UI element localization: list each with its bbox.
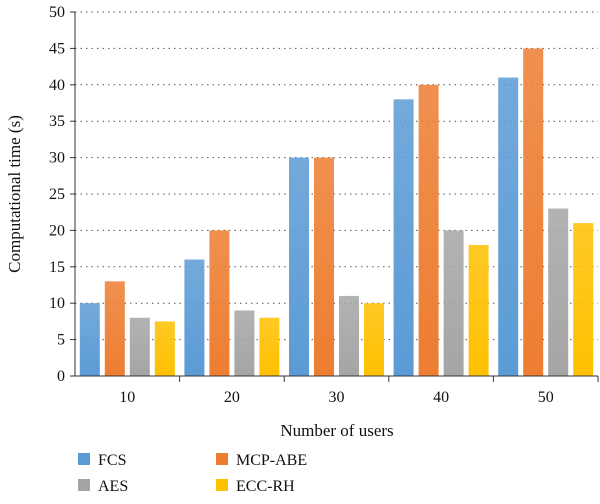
y-tick-label: 40 bbox=[49, 77, 65, 94]
legend-label: FCS bbox=[98, 452, 126, 469]
legend: FCS MCP-ABE AES ECC-RH bbox=[78, 452, 307, 495]
bar-ecc-rh-40 bbox=[468, 244, 489, 376]
bar-fcs-50 bbox=[498, 77, 519, 377]
x-tick-labels: 10 20 30 40 50 bbox=[119, 389, 553, 406]
legend-label: MCP-ABE bbox=[236, 452, 307, 469]
x-tick-label: 10 bbox=[119, 389, 135, 406]
y-tick-label: 50 bbox=[49, 4, 65, 21]
y-tick-label: 20 bbox=[49, 222, 65, 239]
legend-swatch bbox=[216, 453, 228, 465]
bar-aes-10 bbox=[129, 317, 150, 376]
y-tick-label: 30 bbox=[49, 150, 65, 167]
bar-ecc-rh-20 bbox=[259, 317, 280, 376]
legend-label: AES bbox=[98, 478, 128, 495]
legend-item-ecc-rh: ECC-RH bbox=[216, 478, 295, 495]
bars bbox=[79, 48, 594, 377]
y-tick-label: 5 bbox=[57, 332, 65, 349]
bar-aes-40 bbox=[443, 230, 464, 376]
bar-fcs-30 bbox=[289, 157, 309, 376]
bar-aes-50 bbox=[548, 208, 569, 376]
bar-fcs-10 bbox=[79, 303, 100, 376]
x-tick-label: 40 bbox=[433, 389, 449, 406]
x-tick-label: 30 bbox=[329, 389, 345, 406]
bar-mcp-abe-40 bbox=[418, 84, 439, 377]
legend-swatch bbox=[78, 479, 90, 491]
legend-swatch bbox=[78, 453, 90, 465]
y-tick-labels: 0 5 10 15 20 25 30 35 40 45 50 bbox=[49, 4, 65, 385]
y-tick-label: 45 bbox=[49, 40, 65, 57]
gridlines bbox=[75, 11, 598, 341]
bar-fcs-20 bbox=[184, 259, 205, 376]
bar-mcp-abe-10 bbox=[104, 281, 125, 376]
bar-ecc-rh-50 bbox=[573, 223, 594, 376]
bar-ecc-rh-10 bbox=[154, 321, 175, 376]
legend-label: ECC-RH bbox=[236, 478, 295, 495]
legend-item-mcp-abe: MCP-ABE bbox=[216, 452, 307, 469]
y-tick-label: 15 bbox=[49, 259, 65, 276]
y-tick-label: 35 bbox=[49, 113, 65, 130]
bar-aes-30 bbox=[339, 295, 359, 376]
bar-fcs-40 bbox=[393, 99, 414, 377]
y-tick-label: 10 bbox=[49, 295, 65, 312]
x-axis-title: Number of users bbox=[280, 421, 393, 440]
legend-swatch bbox=[216, 479, 228, 491]
legend-item-aes: AES bbox=[78, 478, 128, 495]
bar-mcp-abe-20 bbox=[209, 230, 230, 376]
bar-ecc-rh-30 bbox=[364, 303, 384, 376]
y-tick-label: 0 bbox=[57, 368, 65, 385]
axes bbox=[70, 11, 599, 382]
y-axis-title: Computational time (s) bbox=[5, 115, 24, 273]
x-tick-label: 20 bbox=[224, 389, 240, 406]
legend-item-fcs: FCS bbox=[78, 452, 126, 469]
bar-aes-20 bbox=[234, 310, 255, 376]
bar-mcp-abe-50 bbox=[523, 48, 544, 377]
x-tick-label: 50 bbox=[538, 389, 554, 406]
bar-mcp-abe-30 bbox=[314, 157, 334, 376]
y-tick-label: 25 bbox=[49, 186, 65, 203]
